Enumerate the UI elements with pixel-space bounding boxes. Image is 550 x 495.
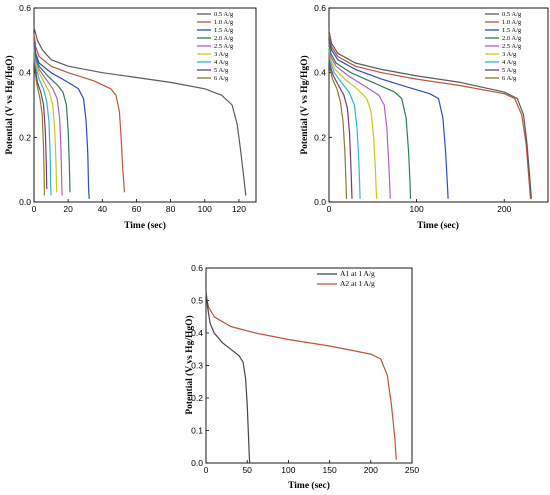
series-line — [328, 40, 412, 199]
series-line — [205, 290, 251, 464]
legend-label: 3 A/g — [502, 51, 517, 58]
legend-label: 1.0 A/g — [214, 19, 234, 26]
series-line — [33, 46, 58, 193]
chart-panel-2: Potential (V vs Hg/HgO) Time (sec) 0 100 2… — [299, 3, 549, 231]
x-tick-label: 100 — [281, 465, 295, 475]
series-line — [33, 43, 63, 196]
series-line — [328, 46, 378, 199]
plot-area: 0 50 100 150 200 250 0.0 0.1 0.2 0.3 0.4 0.5 0.6 — [191, 263, 419, 475]
series-line — [328, 36, 449, 199]
series-line — [33, 37, 90, 199]
x-tick-label: 100 — [198, 204, 212, 214]
legend-label: 6 A/g — [502, 75, 517, 82]
legend-label: 2.5 A/g — [214, 43, 234, 50]
y-tick-label: 0.3 — [191, 361, 203, 371]
series-line — [33, 49, 52, 196]
y-tick-label: 0.6 — [191, 263, 203, 273]
legend-label: 1.5 A/g — [502, 27, 522, 34]
series-line — [328, 53, 353, 199]
legend-label: 2.5 A/g — [502, 43, 522, 50]
series-line — [33, 56, 45, 196]
series-line — [328, 30, 532, 199]
plot-area: 0 20 40 60 80 100 120 0.0 0.2 0.4 0.6 — [19, 3, 257, 214]
legend: 0.5 A/g1.0 A/g1.5 A/g2.0 A/g2.5 A/g3 A/g… — [485, 11, 522, 82]
legend-label: A2 at 1 A/g — [340, 279, 375, 288]
y-axis-label: Potential (V vs Hg/HgO) — [184, 315, 195, 414]
series-line — [328, 33, 532, 199]
legend-label: 4 A/g — [214, 59, 229, 66]
y-tick-label: 0.4 — [191, 328, 203, 338]
series-line — [328, 43, 391, 199]
y-tick-label: 0.0 — [191, 458, 203, 468]
y-tick-label: 0.4 — [19, 68, 31, 78]
series-line — [33, 40, 71, 193]
chart-panel-3: Potential (V vs Hg/HgO) Time (sec) 0 50 10… — [184, 263, 419, 491]
series-line — [328, 56, 348, 199]
x-tick-label: 200 — [497, 204, 511, 214]
y-tick-label: 0.2 — [314, 132, 326, 142]
legend-label: 0.5 A/g — [214, 11, 234, 18]
plot-frame — [328, 7, 549, 203]
y-tick-label: 0.6 — [19, 3, 31, 13]
plot-frame — [33, 7, 257, 203]
x-tick-label: 250 — [405, 465, 419, 475]
y-tick-label: 0.1 — [191, 426, 203, 436]
series-line — [328, 49, 361, 199]
y-axis-label: Potential (V vs Hg/HgO) — [299, 55, 310, 154]
y-tick-label: 0.2 — [19, 132, 31, 142]
x-tick-label: 0 — [32, 204, 37, 214]
y-tick-label: 0.5 — [191, 296, 203, 306]
x-axis-label: Time (sec) — [417, 220, 459, 231]
series-line — [33, 27, 247, 196]
legend-label: 1.5 A/g — [214, 27, 234, 34]
x-axis-label: Time (sec) — [124, 220, 166, 231]
legend-label: 3 A/g — [214, 51, 229, 58]
legend-label: 6 A/g — [214, 75, 229, 82]
legend-label: 1.0 A/g — [502, 19, 522, 26]
legend: 0.5 A/g1.0 A/g1.5 A/g2.0 A/g2.5 A/g3 A/g… — [197, 11, 234, 82]
y-tick-label: 0.0 — [314, 197, 326, 207]
x-tick-label: 150 — [323, 465, 337, 475]
series-line — [205, 293, 397, 460]
x-tick-label: 100 — [410, 204, 424, 214]
series-line — [33, 53, 48, 190]
legend: A1 at 1 A/gA2 at 1 A/g — [317, 269, 375, 288]
chart-panel-1: Potential (V vs Hg/HgO) Time (sec) 0 20 40… — [4, 3, 257, 231]
x-tick-label: 80 — [166, 204, 176, 214]
legend-label: 4 A/g — [502, 59, 517, 66]
legend-label: 2.0 A/g — [502, 35, 522, 42]
series-line — [33, 33, 126, 193]
plot-area: 0 100 200 0.0 0.2 0.4 0.6 — [314, 3, 549, 214]
x-tick-label: 0 — [204, 465, 209, 475]
plot-frame — [205, 267, 413, 464]
x-axis-label: Time (sec) — [288, 480, 330, 491]
x-tick-label: 40 — [98, 204, 108, 214]
legend-label: 0.5 A/g — [502, 11, 522, 18]
y-tick-label: 0.4 — [314, 68, 326, 78]
legend-label: 5 A/g — [502, 67, 517, 74]
y-tick-label: 0.0 — [19, 197, 31, 207]
x-tick-label: 0 — [327, 204, 332, 214]
legend-label: 2.0 A/g — [214, 35, 234, 42]
x-tick-label: 120 — [232, 204, 246, 214]
y-tick-label: 0.6 — [314, 3, 326, 13]
y-tick-label: 0.2 — [191, 393, 203, 403]
legend-label: A1 at 1 A/g — [340, 269, 375, 278]
x-tick-label: 50 — [242, 465, 252, 475]
x-tick-label: 20 — [63, 204, 73, 214]
x-tick-label: 200 — [364, 465, 378, 475]
legend-label: 5 A/g — [214, 67, 229, 74]
x-tick-label: 60 — [132, 204, 142, 214]
y-axis-label: Potential (V vs Hg/HgO) — [4, 55, 15, 154]
